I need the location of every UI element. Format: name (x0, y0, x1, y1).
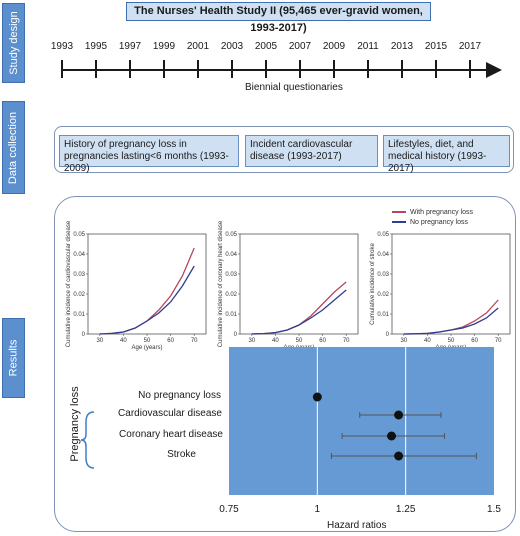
legend-label: No pregnancy loss (410, 218, 468, 226)
data-collection-frame (54, 126, 514, 173)
y-tick-label: 0.01 (377, 312, 389, 318)
timeline-year: 2003 (220, 41, 244, 52)
y-tick-label: 0.04 (377, 252, 389, 258)
legend-item-no-loss: No pregnancy loss (392, 217, 473, 227)
y-tick-label: 0.04 (225, 252, 237, 258)
group-bracket-icon (80, 411, 95, 469)
x-tick-label: 30 (400, 338, 407, 344)
x-tick-label: 40 (120, 338, 127, 344)
series-line-no-loss (403, 307, 499, 335)
section-tab-study-design: Study design (2, 3, 25, 83)
results-frame (54, 196, 516, 532)
x-tick-label: 40 (272, 338, 279, 344)
y-axis-label: Cumulative incidence of stroke (370, 242, 376, 324)
forest-x-axis-label: Hazard ratios (327, 520, 387, 531)
hazard-ratio-point (394, 410, 404, 420)
forest-row-label: Cardiovascular disease (118, 408, 222, 419)
y-tick-label: 0.02 (73, 292, 85, 298)
plot-frame (87, 233, 207, 335)
legend: With pregnancy loss No pregnancy loss (392, 207, 473, 227)
hazard-ratio-point (387, 431, 397, 441)
series-line-with-loss (403, 299, 499, 335)
legend-item-with-loss: With pregnancy loss (392, 207, 473, 217)
y-axis-label: Cumulative incidence of cardiovascular d… (66, 220, 72, 347)
forest-x-tick-label: 1 (314, 504, 321, 515)
plot-frame (239, 233, 359, 335)
x-tick-label: 70 (343, 338, 350, 344)
timeline-year: 1997 (118, 41, 142, 52)
x-tick-label: 60 (167, 338, 174, 344)
plot-frame (391, 233, 511, 335)
y-tick-label: 0.01 (73, 312, 85, 318)
y-tick-label: 0.05 (225, 232, 237, 238)
data-item-cardiovascular: Incident cardiovascular disease (1993-20… (245, 135, 378, 167)
timeline-year: 2009 (322, 41, 346, 52)
y-tick-label: 0.02 (225, 292, 237, 298)
legend-swatch-icon (392, 221, 406, 223)
x-tick-label: 50 (448, 338, 455, 344)
timeline-year: 2007 (288, 41, 312, 52)
forest-x-tick-label: 1.5 (487, 504, 501, 515)
forest-row-label: Stroke (167, 449, 196, 460)
y-tick-label: 0 (82, 332, 86, 338)
y-tick-label: 0.03 (377, 272, 389, 278)
x-tick-label: 60 (471, 338, 478, 344)
x-tick-label: 50 (296, 338, 303, 344)
forest-x-tick-label: 0.75 (219, 504, 239, 515)
legend-label: With pregnancy loss (410, 208, 474, 216)
y-tick-label: 0.05 (377, 232, 389, 238)
section-tab-results: Results (2, 318, 25, 398)
hazard-ratio-point (394, 451, 404, 461)
x-tick-label: 70 (495, 338, 502, 344)
y-tick-label: 0.04 (73, 252, 85, 258)
hazard-ratio-point (312, 392, 322, 402)
timeline-year: 2017 (458, 41, 482, 52)
timeline-year: 1993 (50, 41, 74, 52)
timeline-year: 2001 (186, 41, 210, 52)
timeline-year: 2013 (390, 41, 414, 52)
x-tick-label: 30 (248, 338, 255, 344)
series-line-no-loss (99, 265, 195, 335)
forest-plot-panel (229, 347, 494, 495)
section-tab-label: Data collection (7, 111, 20, 184)
section-tab-label: Study design (7, 11, 20, 75)
section-tab-label: Results (7, 339, 20, 377)
data-item-pregnancy-loss: History of pregnancy loss in pregnancies… (59, 135, 239, 174)
forest-row-label: No pregnancy loss (138, 390, 221, 401)
series-line-with-loss (251, 281, 347, 335)
timeline-axis (61, 60, 502, 78)
y-tick-label: 0 (234, 332, 238, 338)
timeline-year: 1999 (152, 41, 176, 52)
x-tick-label: 30 (96, 338, 103, 344)
section-tab-data-collection: Data collection (2, 101, 25, 194)
x-tick-label: 70 (191, 338, 198, 344)
timeline-caption: Biennial questionaries (245, 82, 343, 93)
timeline-year: 2005 (254, 41, 278, 52)
y-tick-label: 0 (386, 332, 390, 338)
y-tick-label: 0.03 (73, 272, 85, 278)
timeline-year: 2015 (424, 41, 448, 52)
y-tick-label: 0.01 (225, 312, 237, 318)
legend-swatch-icon (392, 211, 406, 213)
forest-x-tick-label: 1.25 (395, 504, 416, 515)
data-item-lifestyle: Lifestyles, diet, and medical history (1… (383, 135, 510, 174)
y-tick-label: 0.03 (225, 272, 237, 278)
study-title: The Nurses' Health Study II (95,465 ever… (126, 2, 431, 34)
timeline-year: 2011 (357, 41, 379, 52)
x-tick-label: 40 (424, 338, 431, 344)
series-line-no-loss (251, 289, 347, 335)
forest-row-label: Coronary heart disease (119, 429, 223, 440)
timeline-year: 1995 (84, 41, 108, 52)
x-tick-label: 50 (144, 338, 151, 344)
x-axis-label: Age (years) (131, 345, 162, 351)
y-tick-label: 0.02 (377, 292, 389, 298)
y-tick-label: 0.05 (73, 232, 85, 238)
x-tick-label: 60 (319, 338, 326, 344)
chart-cardiovascular-disease: 0 0.01 0.02 0.03 0.04 0.05 30 40 50 60 70 Age (year… (56, 220, 216, 351)
y-axis-label: Cumulative incidence of coronary heart d… (218, 220, 224, 347)
